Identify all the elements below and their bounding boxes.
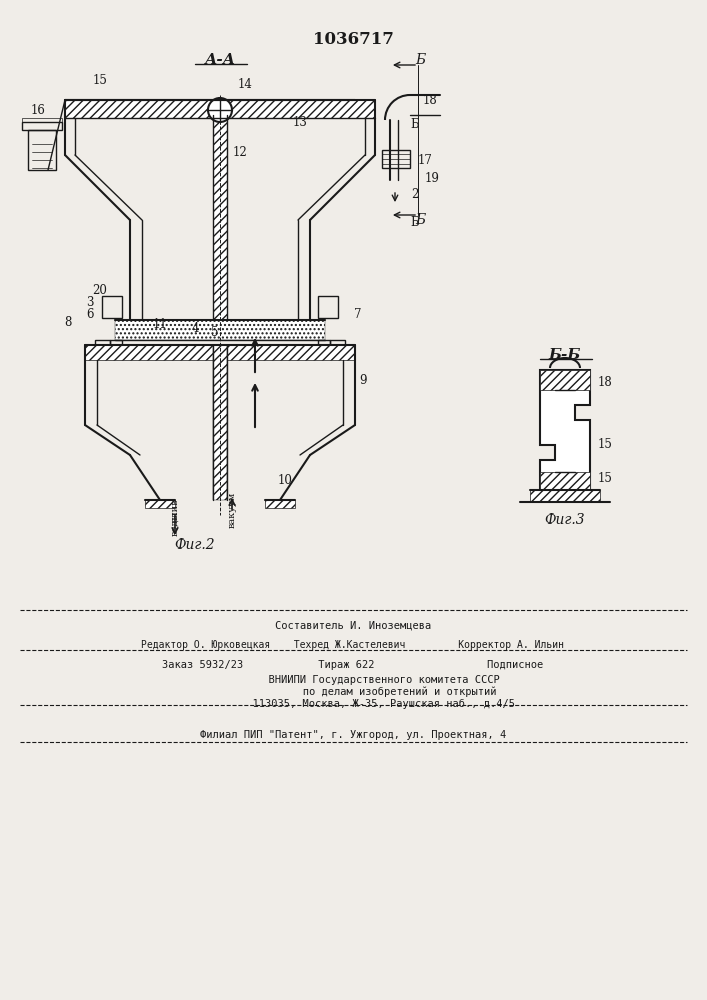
Bar	[265, 500, 295, 508]
Text: 9: 9	[359, 373, 367, 386]
Text: Б-Б: Б-Б	[549, 348, 581, 362]
Text: 15: 15	[93, 74, 107, 87]
Bar	[318, 296, 338, 318]
Text: А-А: А-А	[204, 53, 235, 67]
Text: Филиал ПИП "Патент", г. Ужгород, ул. Проектная, 4: Филиал ПИП "Патент", г. Ужгород, ул. Про…	[200, 730, 506, 740]
Text: Б: Б	[415, 213, 425, 227]
Polygon shape	[540, 370, 590, 490]
Bar	[540, 370, 590, 390]
Text: 18: 18	[598, 375, 613, 388]
Text: 17: 17	[418, 153, 433, 166]
Text: 18: 18	[423, 94, 438, 106]
Text: 14: 14	[238, 79, 252, 92]
Text: 4: 4	[192, 322, 199, 334]
Text: 113035, Москва, Ж-35, Раушская наб., д.4/5: 113035, Москва, Ж-35, Раушская наб., д.4…	[190, 699, 515, 709]
Text: Редактор О. Юрковецкая    Техред Ж.Кастелевич         Корректор А. Ильин: Редактор О. Юрковецкая Техред Ж.Кастелев…	[141, 640, 564, 650]
Text: 7: 7	[354, 308, 362, 322]
Bar	[65, 100, 375, 118]
Text: Б: Б	[411, 118, 419, 131]
Text: 19: 19	[425, 172, 440, 184]
Text: 2: 2	[411, 188, 419, 202]
Text: 12: 12	[233, 145, 247, 158]
Bar	[540, 472, 590, 490]
Bar	[22, 118, 62, 122]
Bar	[530, 490, 600, 502]
Bar	[102, 296, 122, 318]
Text: воды: воды	[170, 512, 180, 536]
Bar	[110, 340, 122, 355]
Circle shape	[208, 98, 232, 122]
Bar	[213, 345, 227, 500]
Bar	[95, 340, 110, 348]
Text: 5: 5	[211, 326, 218, 340]
Text: 16: 16	[30, 104, 45, 116]
Text: 6: 6	[86, 308, 94, 322]
Text: 13: 13	[293, 115, 308, 128]
Text: 3: 3	[86, 296, 94, 310]
Text: 15: 15	[598, 438, 613, 452]
Text: по делам изобретений и открытий: по делам изобретений и открытий	[209, 687, 497, 697]
Text: Б: Б	[411, 216, 419, 229]
Text: 15: 15	[598, 472, 613, 485]
Text: слив: слив	[170, 498, 180, 522]
Text: 20: 20	[93, 284, 107, 296]
Bar	[85, 345, 355, 360]
Text: 11: 11	[153, 318, 168, 330]
Bar	[22, 122, 62, 130]
Text: Фиг.3: Фиг.3	[544, 513, 585, 527]
Bar	[318, 340, 330, 355]
Bar	[213, 115, 227, 320]
Text: 8: 8	[64, 316, 71, 328]
Text: Фиг.2: Фиг.2	[175, 538, 216, 552]
Text: ВНИИПИ Государственного комитета СССР: ВНИИПИ Государственного комитета СССР	[206, 675, 500, 685]
Bar	[330, 340, 345, 348]
Bar	[28, 130, 56, 170]
Bar	[115, 320, 325, 340]
Text: Составитель И. Иноземцева: Составитель И. Иноземцева	[275, 620, 431, 630]
Text: 10: 10	[278, 474, 293, 487]
Bar	[145, 500, 175, 508]
Bar	[382, 150, 410, 168]
Text: Б: Б	[415, 53, 425, 67]
Text: вакуум: вакуум	[228, 492, 237, 528]
Text: 1036717: 1036717	[312, 31, 393, 48]
Text: Заказ 5932/23            Тираж 622                  Подписное: Заказ 5932/23 Тираж 622 Подписное	[163, 660, 544, 670]
